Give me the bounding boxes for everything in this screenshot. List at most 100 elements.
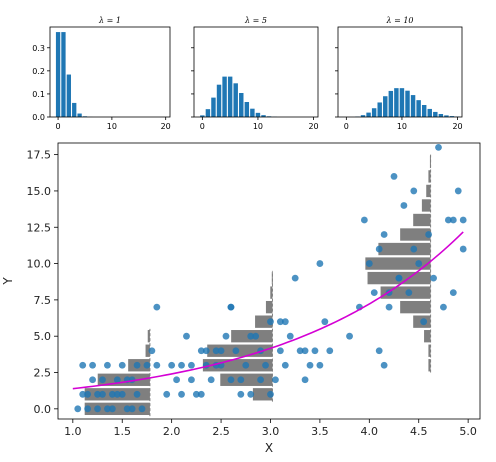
pmf-bar [399,88,405,117]
scatter-point [212,347,220,355]
scatter-axes-frame [57,142,481,420]
scatter-point [301,376,309,384]
scatter-point [143,361,151,369]
scatter-point [454,187,462,195]
pmf-bar [250,108,255,117]
pmf-x-tick-label: 20 [452,122,462,131]
conditional-histogram-0 [84,328,151,417]
scatter-point [242,361,250,369]
scatter-point [183,332,190,340]
scatter-point [148,347,156,355]
scatter-point [385,303,393,311]
y-tick-label: 12.5 [27,221,52,234]
scatter-point [222,332,230,340]
pmf-bar [239,93,244,117]
pmf-title: λ = 5 [244,16,267,25]
pmf-axes-frame [193,26,319,118]
scatter-point [449,289,457,297]
scatter-point [430,274,437,282]
pmf-bar [416,100,421,117]
scatter-point [247,390,255,398]
scatter-point [192,390,200,398]
scatter-point [400,202,408,209]
pmf-bar [427,108,432,117]
scatter-point [108,390,116,398]
histogram-bar [426,184,431,198]
scatter-point [262,361,269,369]
y-tick-label: 0.0 [34,403,52,416]
pmf-bar [77,113,82,117]
histogram-bar [84,402,150,416]
scatter-point [375,245,383,253]
scatter-point [89,376,96,384]
scatter-point [410,187,418,195]
scatter-point [188,376,195,384]
pmf-bar [377,102,382,117]
pmf-y-tick-label: 0.3 [32,44,45,53]
scatter-point [301,347,309,355]
pmf-bar [244,102,250,117]
pmf-bar [261,115,266,117]
pmf-bar [61,32,66,118]
pmf-x-tick-label: 10 [397,122,407,131]
pmf-bar [444,115,449,117]
scatter-point [247,332,255,340]
pmf-bar [388,90,394,117]
histogram-bar [421,199,431,212]
histogram-bar [400,300,431,314]
x-tick-label: 5.0 [459,425,477,438]
scatter-point [459,216,467,224]
scatter-point [291,274,299,282]
scatter-point [321,318,329,326]
scatter-point [281,318,289,326]
pmf-bar [366,112,371,117]
scatter-points [74,143,467,413]
histogram-bar [424,330,431,343]
scatter-point [365,260,373,267]
pmf-bar [371,108,377,117]
x-tick-label: 2.0 [163,425,181,438]
histogram-bar [207,344,273,357]
scatter-point [104,361,111,369]
pmf-x-tick-label: 10 [107,122,117,131]
pmf-title: λ = 10 [385,16,413,25]
scatter-point [420,318,428,326]
x-tick-label: 4.0 [361,425,379,438]
scatter-point [79,361,87,369]
scatter-point [360,216,368,224]
scatter-point [108,405,116,413]
scatter-point [227,376,235,384]
scatter-point [153,361,161,369]
scatter-point [257,376,264,384]
histogram-bar [413,213,431,227]
pmf-bar [66,74,71,117]
y-tick-label: 2.5 [34,367,52,380]
scatter-panel: 1.0 1.5 2.0 2.5 3.0 3.5 4.0 4.5 5.0 0.0 2.5 5.0 7.5 1… [1,142,481,455]
scatter-point [316,260,324,267]
histogram-bar [270,286,273,299]
conditional-histogram-2 [365,154,432,373]
pmf-bar [433,111,438,117]
histogram-bar [428,359,431,372]
scatter-point [207,376,215,384]
pmf-panel-1: λ = 5 0 10 20 [191,16,319,131]
x-tick-label: 3.5 [311,425,329,438]
scatter-point [311,347,319,355]
scatter-point [123,405,131,413]
scatter-point [173,376,180,384]
scatter-point [104,405,111,413]
x-tick-label: 1.0 [64,425,82,438]
scatter-point [217,347,225,355]
pmf-bar [438,114,444,117]
pmf-title: λ = 1 [98,16,121,25]
scatter-point [153,303,161,311]
pmf-y-tick-label: 0.1 [32,90,45,99]
scatter-point [326,347,334,355]
scatter-point [138,405,146,413]
pmf-x-tick-label: 20 [161,122,171,131]
scatter-point [99,390,106,398]
scatter-point [118,361,126,369]
scatter-point [113,376,121,384]
scatter-point [94,390,101,398]
scatter-point [276,318,284,326]
